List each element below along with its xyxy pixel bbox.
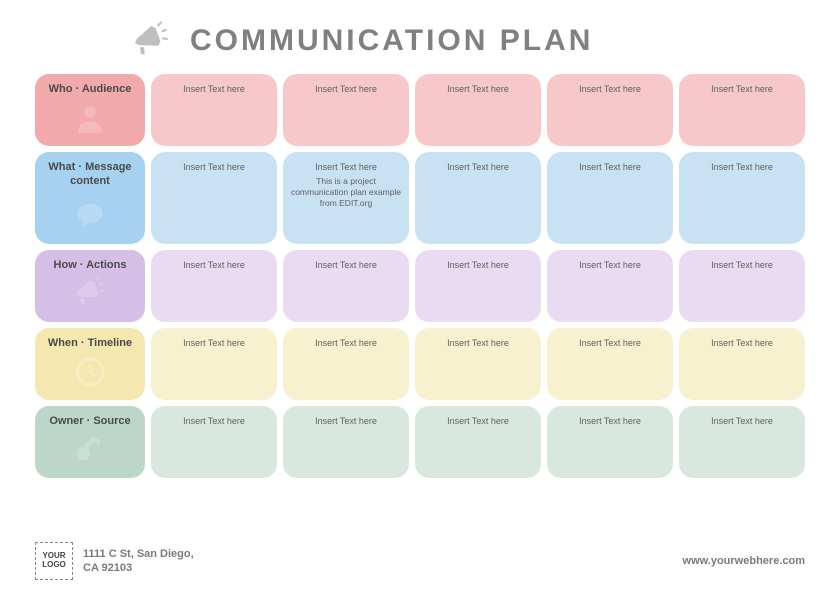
cell-1-3[interactable]: Insert Text here xyxy=(547,152,673,244)
address-line-2: CA 92103 xyxy=(83,561,194,575)
cell-1-2[interactable]: Insert Text here xyxy=(415,152,541,244)
cell-text: Insert Text here xyxy=(447,416,509,428)
cell-text: Insert Text here xyxy=(447,338,509,350)
cell-4-2[interactable]: Insert Text here xyxy=(415,406,541,478)
cell-text: Insert Text here xyxy=(315,162,377,174)
cell-text: Insert Text here xyxy=(447,162,509,174)
row-head-4[interactable]: Owner · Source xyxy=(35,406,145,478)
cell-4-4[interactable]: Insert Text here xyxy=(679,406,805,478)
row-head-2[interactable]: How · Actions xyxy=(35,250,145,322)
cell-0-2[interactable]: Insert Text here xyxy=(415,74,541,146)
cell-3-2[interactable]: Insert Text here xyxy=(415,328,541,400)
cell-text: Insert Text here xyxy=(711,84,773,96)
cell-text: Insert Text here xyxy=(183,416,245,428)
row-head-label: How · Actions xyxy=(54,258,127,272)
row-head-label: When · Timeline xyxy=(48,336,132,350)
cell-3-3[interactable]: Insert Text here xyxy=(547,328,673,400)
page-footer: YOUR LOGO 1111 C St, San Diego, CA 92103… xyxy=(35,542,805,580)
footer-website: www.yourwebhere.com xyxy=(683,555,805,567)
cell-text: Insert Text here xyxy=(711,338,773,350)
row-head-3[interactable]: When · Timeline xyxy=(35,328,145,400)
plan-grid: Who · AudienceInsert Text hereInsert Tex… xyxy=(35,74,805,478)
cell-text: Insert Text here xyxy=(183,338,245,350)
cell-2-0[interactable]: Insert Text here xyxy=(151,250,277,322)
row-head-label: What · Message content xyxy=(41,160,139,189)
footer-address: 1111 C St, San Diego, CA 92103 xyxy=(83,547,194,576)
cell-1-4[interactable]: Insert Text here xyxy=(679,152,805,244)
row-head-1[interactable]: What · Message content xyxy=(35,152,145,244)
key-icon xyxy=(72,431,108,472)
megaphone-icon xyxy=(72,275,108,316)
cell-2-2[interactable]: Insert Text here xyxy=(415,250,541,322)
clock-icon xyxy=(73,355,107,394)
megaphone-icon xyxy=(130,20,172,62)
cell-text: Insert Text here xyxy=(315,338,377,350)
cell-2-1[interactable]: Insert Text here xyxy=(283,250,409,322)
cell-text: Insert Text here xyxy=(579,84,641,96)
cell-0-1[interactable]: Insert Text here xyxy=(283,74,409,146)
cell-text: Insert Text here xyxy=(711,260,773,272)
cell-0-4[interactable]: Insert Text here xyxy=(679,74,805,146)
cell-3-0[interactable]: Insert Text here xyxy=(151,328,277,400)
cell-text: Insert Text here xyxy=(579,260,641,272)
speech-icon xyxy=(73,199,107,238)
row-head-label: Who · Audience xyxy=(49,82,132,96)
row-head-label: Owner · Source xyxy=(49,414,130,428)
cell-0-0[interactable]: Insert Text here xyxy=(151,74,277,146)
row-head-0[interactable]: Who · Audience xyxy=(35,74,145,146)
cell-2-4[interactable]: Insert Text here xyxy=(679,250,805,322)
cell-text: Insert Text here xyxy=(711,162,773,174)
cell-1-1[interactable]: Insert Text here This is a project commun… xyxy=(283,152,409,244)
cell-4-3[interactable]: Insert Text here xyxy=(547,406,673,478)
cell-2-3[interactable]: Insert Text here xyxy=(547,250,673,322)
cell-text: Insert Text here xyxy=(579,416,641,428)
logo-text-2: LOGO xyxy=(42,561,66,570)
cell-text: Insert Text here xyxy=(315,260,377,272)
cell-text: Insert Text here xyxy=(315,84,377,96)
cell-subtext: This is a project communication plan exa… xyxy=(289,176,403,209)
cell-text: Insert Text here xyxy=(579,338,641,350)
cell-3-1[interactable]: Insert Text here xyxy=(283,328,409,400)
cell-1-0[interactable]: Insert Text here xyxy=(151,152,277,244)
address-line-1: 1111 C St, San Diego, xyxy=(83,547,194,561)
cell-text: Insert Text here xyxy=(579,162,641,174)
cell-text: Insert Text here xyxy=(447,260,509,272)
logo-placeholder[interactable]: YOUR LOGO xyxy=(35,542,73,580)
cell-text: Insert Text here xyxy=(711,416,773,428)
cell-3-4[interactable]: Insert Text here xyxy=(679,328,805,400)
cell-text: Insert Text here xyxy=(447,84,509,96)
cell-0-3[interactable]: Insert Text here xyxy=(547,74,673,146)
cell-4-0[interactable]: Insert Text here xyxy=(151,406,277,478)
cell-text: Insert Text here xyxy=(183,260,245,272)
cell-4-1[interactable]: Insert Text here xyxy=(283,406,409,478)
cell-text: Insert Text here xyxy=(315,416,377,428)
page-title: COMMUNICATION PLAN xyxy=(190,24,593,58)
page-header: COMMUNICATION PLAN xyxy=(35,20,805,62)
person-icon xyxy=(73,101,107,140)
cell-text: Insert Text here xyxy=(183,84,245,96)
cell-text: Insert Text here xyxy=(183,162,245,174)
footer-left: YOUR LOGO 1111 C St, San Diego, CA 92103 xyxy=(35,542,194,580)
